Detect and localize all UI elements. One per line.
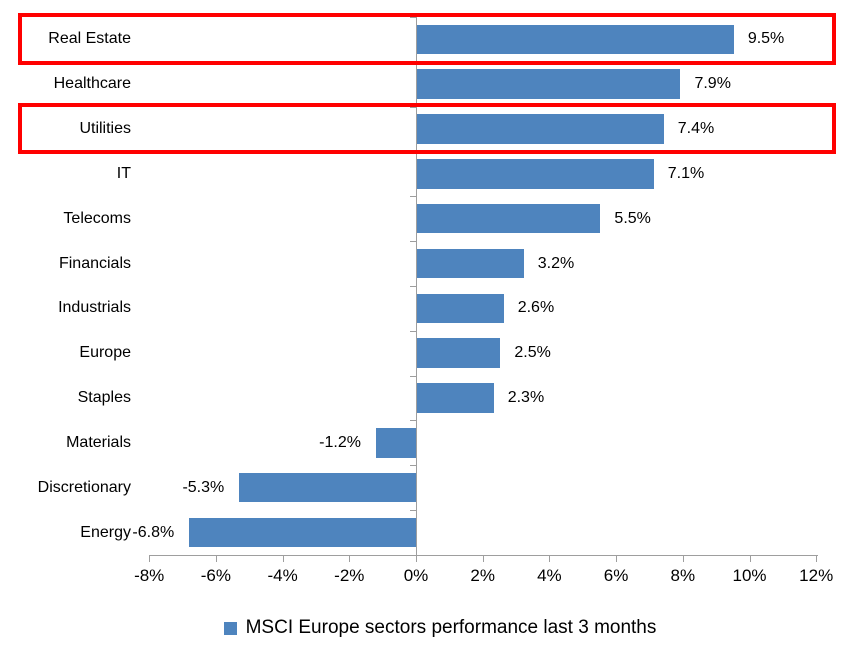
x-tick-label: 2% xyxy=(470,566,495,585)
x-tick-label: -4% xyxy=(267,566,298,585)
x-tick-label: -8% xyxy=(134,566,165,585)
x-axis-tick xyxy=(616,555,618,562)
x-axis-tick xyxy=(749,555,751,562)
x-axis-tick xyxy=(149,555,151,562)
category-label: Industrials xyxy=(58,299,131,317)
category-label: Energy xyxy=(80,523,131,541)
value-label: 3.2% xyxy=(537,254,575,272)
category-axis-tick xyxy=(410,375,416,377)
bar xyxy=(417,338,501,368)
category-label: Healthcare xyxy=(53,75,131,93)
value-label: 7.4% xyxy=(677,120,715,138)
x-axis-tick xyxy=(816,555,818,562)
category-axis-tick xyxy=(410,241,416,243)
x-axis-tick xyxy=(549,555,551,562)
category-axis-tick xyxy=(410,17,416,18)
category-label: Telecoms xyxy=(63,209,131,227)
x-tick-label: -2% xyxy=(334,566,365,585)
x-axis-tick xyxy=(349,555,351,562)
value-label: -5.3% xyxy=(182,478,225,496)
x-tick-label: -6% xyxy=(200,566,231,585)
x-tick-label: 0% xyxy=(403,566,429,585)
legend-label: MSCI Europe sectors performance last 3 m… xyxy=(245,617,657,638)
bar xyxy=(417,248,524,279)
category-axis-tick xyxy=(410,510,416,512)
bar xyxy=(189,517,416,548)
x-axis-tick xyxy=(682,555,684,562)
x-tick-label: 8% xyxy=(670,566,696,585)
bar xyxy=(417,159,654,189)
x-axis-tick xyxy=(215,555,217,562)
x-tick-label: 4% xyxy=(537,566,562,585)
category-label: IT xyxy=(116,164,131,182)
category-label: Discretionary xyxy=(37,478,131,496)
value-label: 9.5% xyxy=(747,30,785,48)
category-label: Real Estate xyxy=(48,30,131,48)
category-label: Utilities xyxy=(79,120,131,138)
category-axis-tick xyxy=(410,330,416,332)
category-axis-tick xyxy=(410,285,416,287)
category-axis-line xyxy=(416,17,417,555)
category-axis-tick xyxy=(410,465,416,467)
value-label: 2.3% xyxy=(507,389,545,407)
bar xyxy=(417,69,681,99)
value-label: 5.5% xyxy=(614,209,651,227)
x-axis-tick xyxy=(482,555,484,562)
bar xyxy=(375,428,416,458)
x-axis-tick xyxy=(416,555,417,562)
value-label: -1.2% xyxy=(319,433,361,451)
value-label: 2.6% xyxy=(517,299,555,317)
legend: MSCI Europe sectors performance last 3 m… xyxy=(28,615,852,641)
x-tick-label: 6% xyxy=(603,566,629,585)
x-tick-label: 10% xyxy=(732,566,767,585)
bar xyxy=(417,293,504,324)
value-label: 7.1% xyxy=(667,164,705,182)
category-label: Staples xyxy=(77,389,131,407)
bar xyxy=(417,24,734,55)
value-label: 2.5% xyxy=(514,344,551,362)
category-axis-tick xyxy=(410,420,416,422)
category-label: Materials xyxy=(66,433,131,451)
highlight-box-utilities xyxy=(18,102,836,155)
bar xyxy=(417,114,664,144)
highlight-box-real-estate xyxy=(18,13,836,65)
category-label: Europe xyxy=(79,344,131,362)
bar xyxy=(417,203,601,234)
x-tick-label: 12% xyxy=(799,566,834,585)
category-axis-tick xyxy=(410,196,416,198)
bar xyxy=(239,472,416,503)
legend-swatch-icon xyxy=(223,621,237,635)
value-label: -6.8% xyxy=(132,523,175,541)
category-label: Financials xyxy=(58,254,131,272)
value-label: 7.9% xyxy=(694,75,731,93)
category-axis-tick xyxy=(410,554,416,556)
x-axis-tick xyxy=(282,555,284,562)
bar xyxy=(417,383,494,413)
category-axis-tick xyxy=(410,106,416,108)
